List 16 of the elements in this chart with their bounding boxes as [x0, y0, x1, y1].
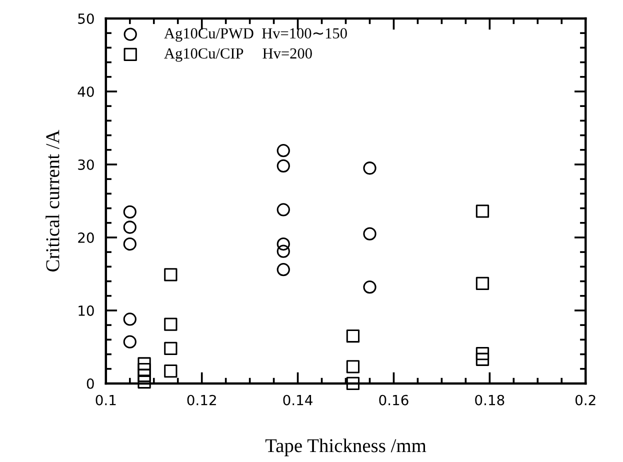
- legend-label: Ag10Cu/CIP Hv=200: [164, 48, 312, 62]
- y-tick-label: 10: [78, 305, 94, 316]
- y-tick-label: 40: [78, 86, 94, 97]
- x-tick-label: 0.14: [283, 394, 312, 406]
- y-tick-label: 20: [78, 232, 94, 243]
- y-tick-label: 30: [78, 159, 94, 170]
- x-tick-label: 0.1: [96, 394, 116, 406]
- x-tick-label: 0.2: [575, 394, 596, 406]
- y-tick-label: 0: [86, 378, 94, 389]
- y-axis-title: Critical current /A: [46, 130, 60, 272]
- legend-label: Ag10Cu/PWD Hv=100∼150: [164, 28, 347, 42]
- y-tick-label: 50: [78, 13, 94, 24]
- x-axis-title: Tape Thickness /mm: [265, 438, 426, 456]
- x-tick-label: 0.12: [187, 394, 216, 406]
- x-tick-label: 0.16: [379, 394, 408, 406]
- x-tick-label: 0.18: [475, 394, 504, 406]
